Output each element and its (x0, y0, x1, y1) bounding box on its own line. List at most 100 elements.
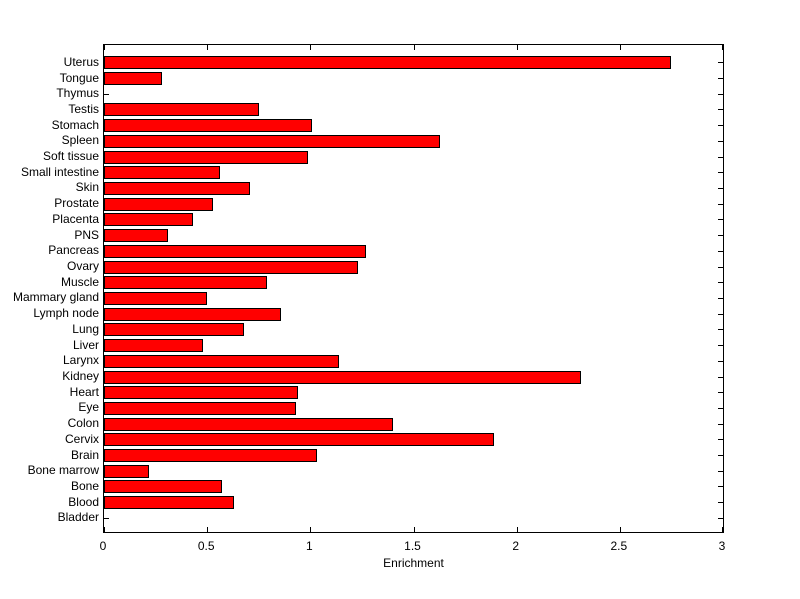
y-tick-label: Soft tissue (42, 149, 99, 164)
y-tick-mark-right (718, 109, 723, 111)
y-tick-mark-right (718, 219, 723, 221)
y-tick-label: Pancreas (48, 243, 99, 258)
bar-spleen (104, 134, 441, 148)
plot-area (103, 44, 724, 533)
y-tick-mark-right (718, 455, 723, 457)
bar-bone-marrow (104, 464, 150, 478)
y-tick-label: Mammary gland (12, 290, 99, 305)
y-tick-mark-right (718, 345, 723, 347)
y-tick-label: Larynx (62, 353, 99, 368)
y-tick-label: Bladder (57, 510, 99, 525)
y-tick-mark-right (718, 470, 723, 472)
y-tick-label: Lung (72, 321, 99, 336)
y-tick-label: Muscle (60, 274, 99, 289)
y-tick-mark-right (718, 486, 723, 488)
y-tick-label: Colon (67, 416, 99, 431)
bar-prostate (104, 197, 214, 211)
y-tick-label: Tongue (59, 70, 99, 85)
y-tick-mark-left (104, 93, 109, 95)
bar-placenta (104, 213, 193, 227)
y-tick-mark-right (718, 329, 723, 331)
x-tick-mark-top (310, 45, 312, 50)
y-tick-mark-right (718, 78, 723, 79)
bar-soft-tissue (104, 150, 309, 164)
bar-muscle (104, 276, 267, 290)
y-tick-label: Bone (70, 478, 99, 493)
y-tick-label: Kidney (62, 369, 99, 383)
y-tick-label: Liver (72, 337, 99, 352)
y-tick-label: Lymph node (33, 306, 99, 321)
x-tick-label: 1.5 (404, 539, 421, 553)
bar-stomach (104, 119, 313, 133)
y-tick-label: Heart (69, 384, 99, 399)
x-tick-label: 2 (512, 539, 519, 553)
y-tick-mark-right (718, 187, 723, 189)
y-tick-mark-right (718, 439, 723, 441)
y-tick-label: Blood (68, 494, 99, 509)
bar-liver (104, 339, 204, 353)
bar-lung (104, 323, 245, 337)
x-tick-label: 0 (99, 539, 107, 553)
y-tick-label: Thymus (56, 86, 99, 101)
y-tick-mark-right (718, 235, 723, 237)
x-tick-mark-top (413, 45, 415, 50)
y-tick-mark-right (718, 502, 723, 504)
x-tick-mark-bottom (207, 527, 209, 532)
y-tick-label: Testis (68, 101, 99, 116)
bar-ovary (104, 260, 358, 274)
bar-pancreas (104, 244, 367, 258)
bar-small-intestine (104, 166, 220, 180)
bar-uterus (104, 56, 672, 70)
x-tick-mark-top (619, 45, 621, 50)
y-tick-label: Prostate (54, 196, 99, 211)
x-tick-label: 2.5 (610, 539, 628, 553)
x-axis-title: Enrichment (383, 556, 444, 570)
bar-blood (104, 496, 234, 510)
x-tick-label: 0.5 (197, 539, 215, 553)
y-tick-label: Stomach (51, 117, 99, 132)
y-tick-mark-right (718, 407, 723, 409)
x-tick-mark-bottom (516, 527, 518, 532)
y-tick-label: Cervix (64, 431, 99, 446)
y-tick-label: Small intestine (20, 164, 99, 179)
bar-kidney (104, 370, 581, 384)
bar-brain (104, 449, 317, 463)
bar-larynx (104, 354, 340, 368)
bar-lymph-node (104, 307, 282, 321)
y-tick-mark-right (718, 282, 723, 284)
bar-testis (104, 103, 259, 117)
y-tick-label: Spleen (61, 133, 99, 148)
y-tick-mark-right (718, 125, 723, 127)
x-tick-mark-bottom (413, 527, 415, 532)
y-tick-label: Brain (70, 447, 99, 462)
y-tick-mark-right (718, 423, 723, 425)
x-tick-mark-bottom (619, 527, 621, 532)
bar-heart (104, 386, 298, 400)
y-tick-mark-right (718, 517, 723, 519)
x-tick-mark-top (207, 45, 209, 50)
bar-cervix (104, 433, 494, 447)
y-tick-mark-right (718, 156, 723, 158)
y-tick-mark-right (718, 93, 723, 95)
y-tick-mark-left (104, 517, 109, 519)
bar-colon (104, 417, 393, 431)
y-tick-mark-right (718, 172, 723, 174)
x-tick-mark-bottom (310, 527, 312, 532)
y-tick-mark-right (718, 62, 723, 64)
x-tick-mark-top (516, 45, 518, 50)
bar-eye (104, 401, 296, 415)
y-tick-label: Uterus (63, 54, 99, 69)
y-tick-mark-right (718, 313, 723, 315)
y-tick-label: PNS (74, 227, 99, 242)
y-tick-label: Skin (75, 180, 99, 195)
bar-tongue (104, 72, 162, 85)
x-tick-mark-bottom (722, 527, 723, 532)
y-tick-label: Bone marrow (27, 463, 99, 478)
x-tick-mark-top (104, 45, 105, 50)
bar-skin (104, 181, 251, 195)
y-tick-mark-right (718, 392, 723, 394)
bar-mammary-gland (104, 291, 208, 305)
x-tick-mark-bottom (104, 527, 105, 532)
y-tick-label: Ovary (66, 259, 99, 274)
